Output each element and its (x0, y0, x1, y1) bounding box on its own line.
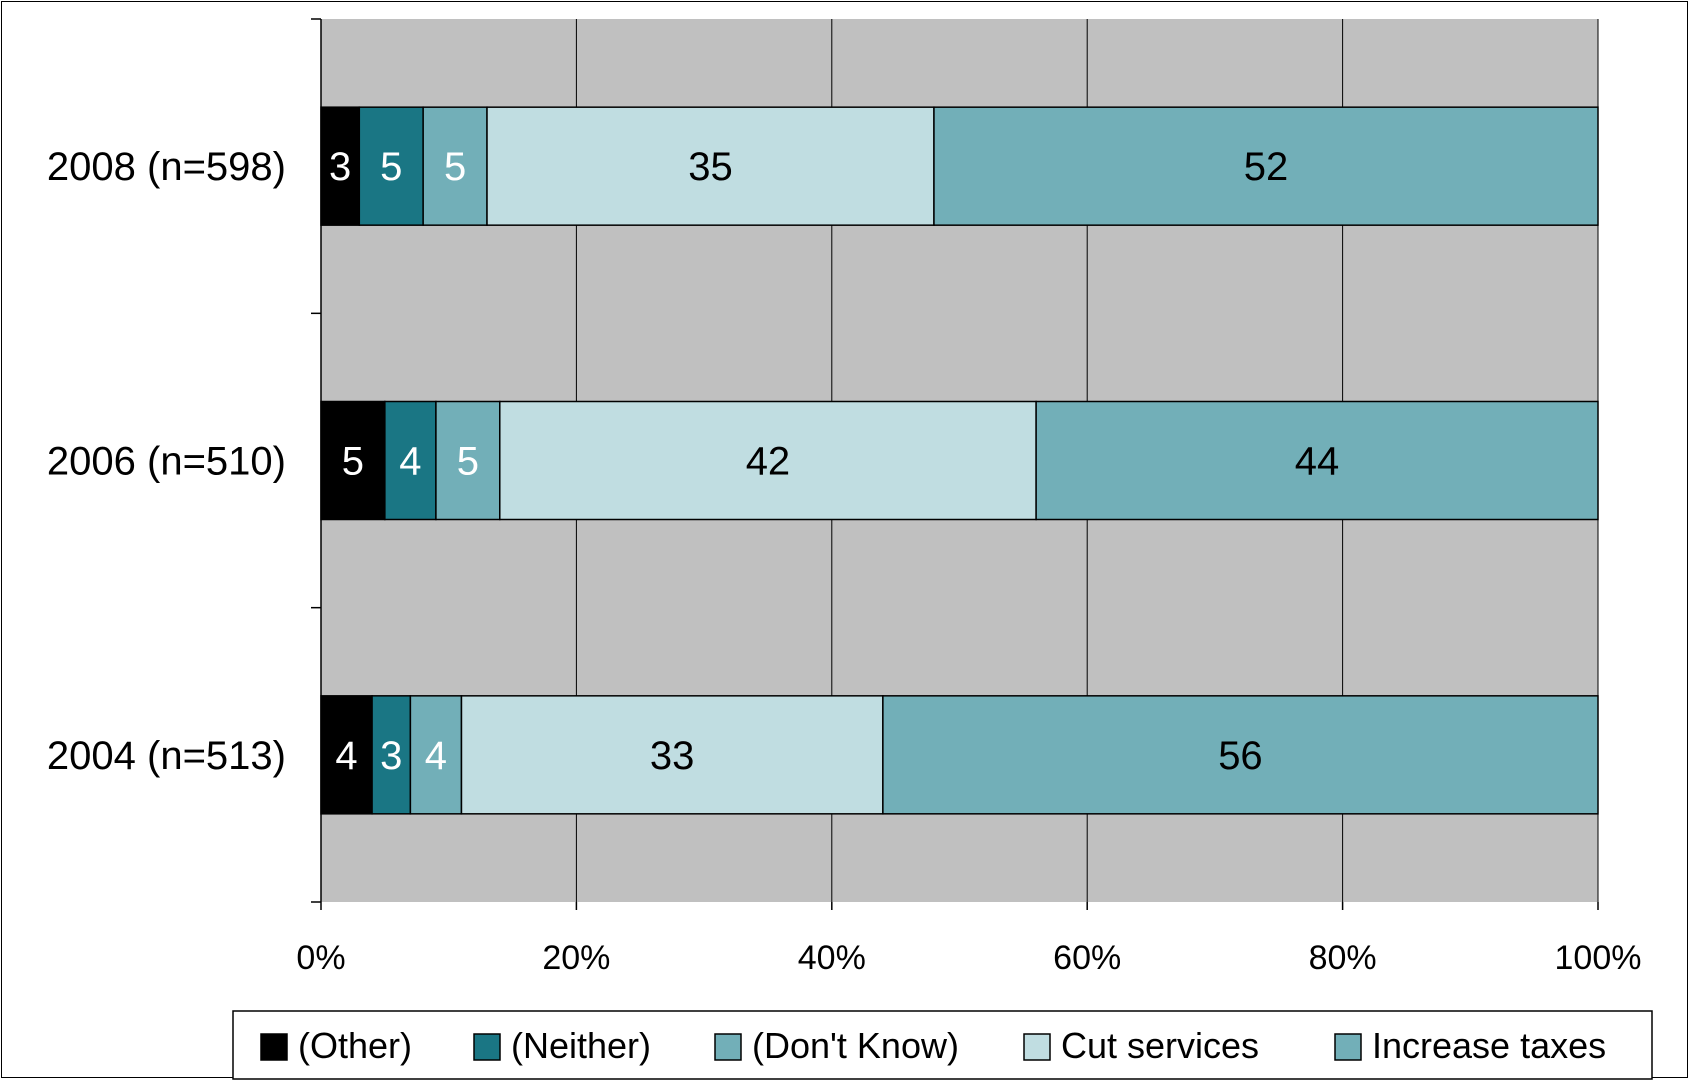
bar-segment (460, 695, 884, 815)
legend-label: Increase taxes (1372, 1025, 1606, 1066)
x-tick-label: 20% (542, 939, 610, 977)
x-tick-label: 0% (296, 939, 345, 977)
data-label: 42 (746, 440, 791, 484)
bars: 3 5 5 35 525 4 5 42 444 3 4 33 56 (320, 106, 1599, 815)
data-label: 4 (399, 440, 421, 484)
legend-swatch (473, 1033, 501, 1061)
legend-label: (Other) (298, 1025, 412, 1066)
x-axis-tick-labels: 0% 20% 40% 60% 80% 100% (296, 939, 1641, 977)
data-label: 4 (335, 734, 357, 778)
data-label: 44 (1295, 440, 1340, 484)
legend: (Other) (Neither) (Don't Know) Cut services… (232, 1010, 1653, 1080)
legend-label: Cut services (1061, 1025, 1259, 1066)
bar-segment (384, 400, 437, 521)
data-label: 5 (457, 440, 479, 484)
bar-segment (1035, 400, 1599, 521)
data-label: 5 (444, 145, 466, 189)
data-label: 3 (329, 145, 351, 189)
legend-swatch (260, 1033, 288, 1061)
legend-swatch (714, 1033, 742, 1061)
legend-box (232, 1010, 1653, 1080)
category-label: 2006 (n=510) (47, 440, 286, 484)
x-tick-label: 80% (1309, 939, 1377, 977)
legend-label: (Don't Know) (752, 1025, 959, 1066)
data-label: 3 (380, 734, 402, 778)
data-label: 5 (342, 440, 364, 484)
legend-label: (Neither) (511, 1025, 651, 1066)
bar-segment (933, 106, 1599, 226)
bar-segment (486, 106, 935, 226)
x-tick-label: 40% (798, 939, 866, 977)
legend-swatch (1023, 1033, 1051, 1061)
data-label: 56 (1218, 734, 1263, 778)
data-label: 4 (425, 734, 447, 778)
data-label: 33 (650, 734, 695, 778)
data-label: 5 (380, 145, 402, 189)
bar-segment (320, 106, 361, 226)
data-label: 35 (688, 145, 733, 189)
bar-segment (320, 695, 373, 815)
category-label: 2004 (n=513) (47, 734, 286, 778)
bar-segment (435, 400, 501, 521)
legend-swatch (1334, 1033, 1362, 1061)
bar-segment (409, 695, 463, 815)
bar-segment (371, 695, 412, 815)
bar-segment (882, 695, 1599, 815)
bar-segment (499, 400, 1037, 521)
x-tick-label: 60% (1053, 939, 1121, 977)
bar-segment (358, 106, 424, 226)
data-label: 52 (1244, 145, 1289, 189)
category-labels: 2008 (n=598) 2006 (n=510) 2004 (n=513) (47, 145, 286, 778)
category-label: 2008 (n=598) (47, 145, 286, 189)
x-tick-label: 100% (1555, 939, 1642, 977)
